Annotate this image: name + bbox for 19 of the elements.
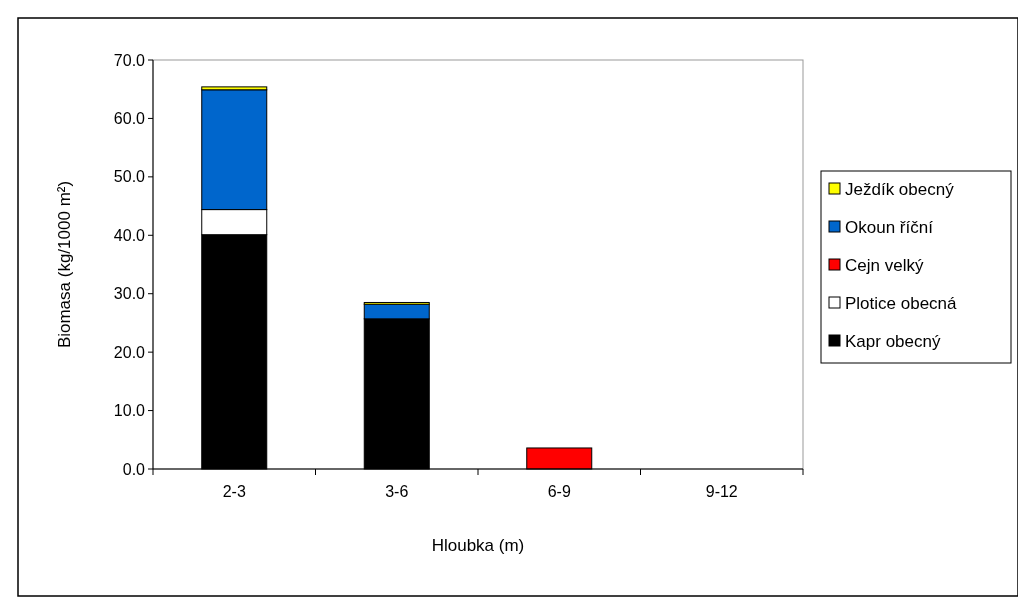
y-axis-title: Biomasa (kg/1000 m²)	[55, 180, 74, 349]
legend-label: Kapr obecný	[845, 331, 941, 351]
y-tick-label: 30.0	[113, 285, 146, 303]
y-tick-label: 50.0	[113, 168, 146, 186]
x-tick-label: 6-9	[547, 483, 571, 500]
legend-label: Plotice obecná	[845, 293, 958, 313]
legend-label: Ježdík obecný	[845, 179, 955, 199]
y-tick-label: 70.0	[113, 51, 146, 69]
y-tick-label: 0.0	[122, 460, 146, 478]
x-tick-label: 9-12	[705, 483, 738, 500]
legend-label: Cejn velký	[845, 255, 924, 275]
x-tick-label: 3-6	[385, 483, 409, 500]
x-axis-title: Hloubka (m)	[431, 536, 525, 555]
y-tick-label: 60.0	[113, 110, 146, 128]
x-tick-label: 2-3	[222, 483, 246, 500]
y-tick-label: 10.0	[113, 402, 146, 420]
legend-label: Okoun říční	[845, 217, 934, 237]
y-tick-label: 40.0	[113, 226, 146, 244]
y-tick-label: 20.0	[113, 343, 146, 361]
